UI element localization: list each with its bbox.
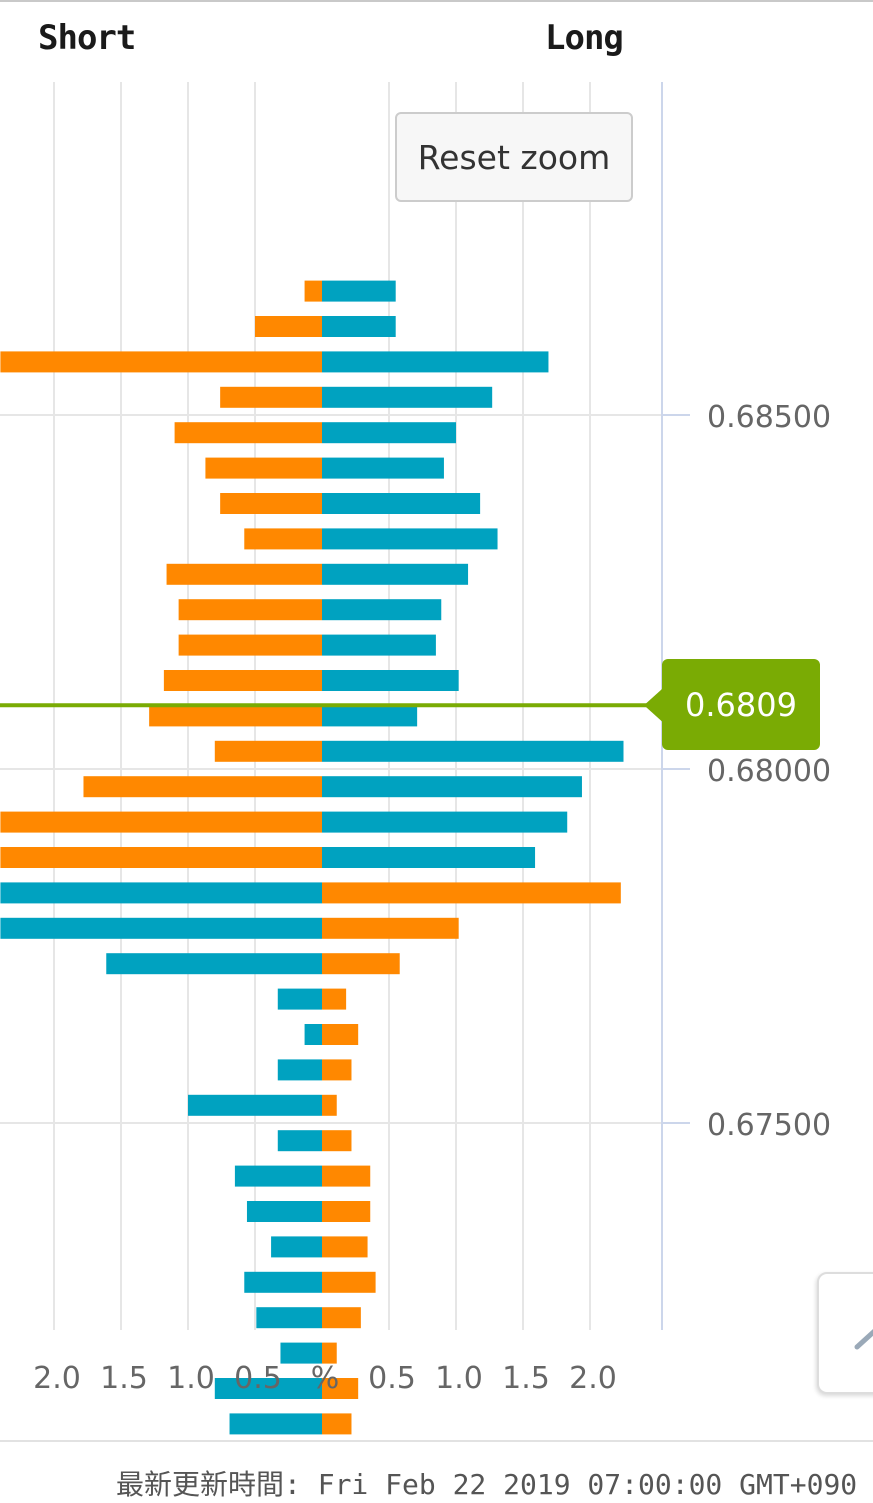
bar-right-orange bbox=[322, 882, 621, 904]
current-price-line-group bbox=[0, 687, 664, 724]
bar-right-orange bbox=[322, 1024, 359, 1045]
bar-right-blue bbox=[322, 528, 498, 550]
bar-right-blue bbox=[322, 351, 549, 373]
bar-right-orange bbox=[322, 1378, 359, 1399]
price-tick-label: 0.68500 bbox=[707, 400, 831, 435]
bar-right-blue bbox=[322, 847, 536, 868]
bar-right-blue bbox=[322, 280, 396, 302]
percent-tick-label: 2.0 bbox=[569, 1361, 617, 1396]
bar-right-orange bbox=[322, 988, 347, 1010]
bar-left-orange bbox=[244, 528, 322, 550]
position-ratio-chart[interactable]: 0.68500 0.68000 0.67500 2.0 1.5 1.0 0.5% 0.5 1.… bbox=[0, 0, 873, 1440]
bar-right-orange bbox=[322, 1271, 376, 1293]
percent-tick-label: 0.5 bbox=[234, 1361, 282, 1396]
bar-left-orange bbox=[163, 670, 322, 691]
side-panel-tab[interactable] bbox=[817, 1272, 873, 1394]
bar-right-orange bbox=[322, 1236, 368, 1258]
bar-left-orange bbox=[83, 776, 322, 798]
percent-tick-label: 1.0 bbox=[167, 1361, 215, 1396]
bar-right-blue bbox=[322, 422, 456, 444]
bar-left-blue bbox=[256, 1307, 322, 1329]
bar-left-blue bbox=[244, 1271, 322, 1293]
bar-left-orange bbox=[0, 351, 323, 373]
bar-left-blue bbox=[229, 1413, 322, 1435]
bar-right-orange bbox=[322, 1342, 337, 1364]
bar-left-blue bbox=[277, 1059, 322, 1081]
bar-left-orange bbox=[0, 811, 323, 833]
bar-left-blue bbox=[214, 1378, 322, 1399]
long-header: Long bbox=[545, 18, 624, 58]
bar-left-orange bbox=[255, 316, 322, 337]
bar-left-orange bbox=[220, 386, 322, 408]
bar-right-blue bbox=[322, 563, 469, 585]
bar-left-blue bbox=[234, 1165, 322, 1187]
reset-zoom-button[interactable]: Reset zoom bbox=[395, 112, 633, 202]
bar-left-orange bbox=[0, 847, 323, 868]
bar-left-blue bbox=[188, 1094, 322, 1116]
price-tick-label: 0.68000 bbox=[707, 754, 831, 789]
last-update-time: 最新更新時間: Fri Feb 22 2019 07:00:00 GMT+090 bbox=[116, 1468, 858, 1501]
current-price-badge: 0.6809 bbox=[662, 659, 820, 750]
bar-right-orange bbox=[322, 1165, 371, 1187]
bar-right-orange bbox=[322, 917, 459, 939]
bar-right-orange bbox=[322, 1059, 352, 1081]
chevron-icon bbox=[854, 1329, 873, 1350]
bar-left-orange bbox=[174, 422, 322, 444]
price-tick-label: 0.67500 bbox=[707, 1108, 831, 1143]
bar-left-blue bbox=[0, 882, 323, 904]
bar-left-blue bbox=[304, 1024, 322, 1045]
footer-divider bbox=[0, 1440, 873, 1442]
bar-right-orange bbox=[322, 1201, 371, 1222]
bar-right-orange bbox=[322, 1307, 361, 1329]
bar-right-blue bbox=[322, 811, 568, 833]
bar-left-blue bbox=[271, 1236, 322, 1258]
percent-tick-label: % bbox=[311, 1361, 340, 1396]
bar-right-blue bbox=[322, 776, 582, 798]
bar-right-blue bbox=[322, 493, 481, 514]
bar-left-blue bbox=[277, 1130, 322, 1152]
bar-left-orange bbox=[304, 280, 322, 302]
bar-left-orange bbox=[214, 740, 322, 762]
bar-right-blue bbox=[322, 457, 444, 479]
bar-right-orange bbox=[322, 953, 400, 975]
bar-left-orange bbox=[220, 493, 322, 514]
percent-tick-label: 2.0 bbox=[33, 1361, 81, 1396]
percent-tick-label: 1.5 bbox=[502, 1361, 550, 1396]
bar-right-blue bbox=[322, 740, 624, 762]
bar-right-blue bbox=[322, 316, 396, 337]
bar-right-orange bbox=[322, 1413, 352, 1435]
percent-tick-label: 1.5 bbox=[100, 1361, 148, 1396]
bars bbox=[0, 280, 624, 1435]
bar-left-orange bbox=[205, 457, 322, 479]
bar-left-blue bbox=[106, 953, 322, 975]
bar-right-blue bbox=[322, 634, 436, 656]
bar-left-orange bbox=[149, 705, 322, 727]
bar-right-orange bbox=[322, 1094, 337, 1116]
bar-left-orange bbox=[178, 634, 322, 656]
percent-tick-label: 1.0 bbox=[435, 1361, 483, 1396]
bar-left-orange bbox=[166, 563, 322, 585]
bar-left-blue bbox=[277, 988, 322, 1010]
bar-right-blue bbox=[322, 705, 418, 727]
bar-right-blue bbox=[322, 599, 442, 621]
current-price-pointer bbox=[644, 687, 664, 724]
bar-left-orange bbox=[178, 599, 322, 621]
bar-left-blue bbox=[0, 917, 323, 939]
short-header: Short bbox=[38, 18, 136, 58]
percent-axis: 2.0 1.5 1.0 0.5% 0.5 1.0 1.5 2.0 bbox=[33, 1361, 617, 1396]
bar-left-blue bbox=[280, 1342, 322, 1364]
price-axis: 0.68500 0.68000 0.67500 bbox=[661, 82, 831, 1330]
bar-left-blue bbox=[246, 1201, 322, 1222]
bar-right-orange bbox=[322, 1130, 352, 1152]
percent-tick-label: 0.5 bbox=[368, 1361, 416, 1396]
bar-right-blue bbox=[322, 386, 493, 408]
bar-right-blue bbox=[322, 670, 459, 691]
top-border bbox=[0, 0, 873, 2]
